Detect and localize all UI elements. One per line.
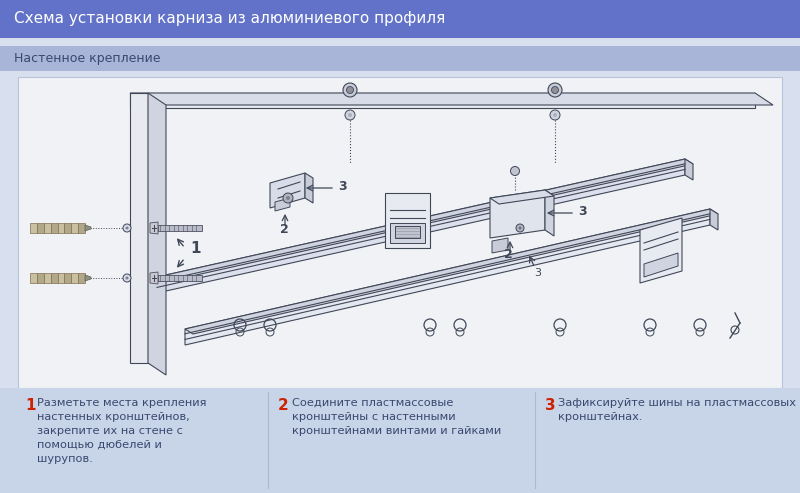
Polygon shape (685, 159, 693, 180)
Polygon shape (78, 223, 85, 233)
Polygon shape (58, 223, 64, 233)
Circle shape (126, 226, 129, 230)
Polygon shape (130, 93, 755, 108)
Polygon shape (37, 273, 44, 283)
Text: 2: 2 (280, 223, 289, 236)
Polygon shape (85, 275, 91, 281)
Polygon shape (30, 273, 37, 283)
Polygon shape (64, 223, 71, 233)
Circle shape (123, 224, 131, 232)
Text: Соедините пластмассовые
кронштейны с настенными
кронштейнами винтами и гайками: Соедините пластмассовые кронштейны с нас… (292, 398, 502, 436)
Circle shape (551, 86, 558, 94)
Text: Схема установки карниза из алюминиевого профиля: Схема установки карниза из алюминиевого … (14, 11, 446, 27)
Polygon shape (185, 209, 718, 334)
Circle shape (286, 196, 290, 200)
Circle shape (516, 224, 524, 232)
Text: Настенное крепление: Настенное крепление (14, 52, 161, 65)
Polygon shape (490, 190, 545, 238)
Circle shape (550, 110, 560, 120)
Text: 3: 3 (578, 205, 586, 218)
Polygon shape (44, 223, 50, 233)
Polygon shape (395, 226, 420, 238)
Circle shape (283, 193, 293, 203)
Polygon shape (492, 238, 508, 253)
Polygon shape (71, 223, 78, 233)
Polygon shape (44, 273, 50, 283)
Circle shape (518, 226, 522, 230)
Polygon shape (58, 273, 64, 283)
Polygon shape (158, 225, 202, 231)
Polygon shape (130, 93, 148, 363)
Circle shape (553, 113, 557, 117)
Polygon shape (71, 273, 78, 283)
Polygon shape (50, 223, 58, 233)
Polygon shape (78, 273, 85, 283)
Circle shape (348, 113, 352, 117)
Polygon shape (50, 273, 58, 283)
Polygon shape (710, 209, 718, 230)
Circle shape (343, 83, 357, 97)
Polygon shape (130, 93, 773, 105)
Polygon shape (150, 222, 158, 234)
Bar (0, 388, 800, 493)
Polygon shape (270, 173, 305, 208)
Text: 3: 3 (545, 398, 556, 413)
Text: 3: 3 (534, 268, 541, 278)
Circle shape (548, 83, 562, 97)
Circle shape (510, 167, 519, 176)
Polygon shape (385, 193, 430, 248)
Text: 2: 2 (278, 398, 289, 413)
Polygon shape (490, 190, 554, 204)
Polygon shape (150, 272, 158, 284)
Text: 3: 3 (338, 180, 346, 193)
Text: Разметьте места крепления
настенных кронштейнов,
закрепите их на стене с
помощью: Разметьте места крепления настенных крон… (37, 398, 206, 464)
Polygon shape (158, 275, 202, 281)
Text: 2: 2 (504, 248, 513, 261)
Text: 1: 1 (190, 241, 201, 256)
Polygon shape (64, 273, 71, 283)
Polygon shape (185, 209, 710, 345)
Polygon shape (275, 198, 290, 211)
Circle shape (123, 274, 131, 282)
Polygon shape (640, 218, 682, 283)
Polygon shape (148, 93, 166, 375)
Circle shape (346, 86, 354, 94)
Polygon shape (305, 173, 313, 203)
Bar (18, 77, 782, 388)
Circle shape (345, 110, 355, 120)
Polygon shape (157, 159, 693, 282)
Polygon shape (37, 223, 44, 233)
Polygon shape (545, 190, 554, 236)
Polygon shape (30, 223, 37, 233)
Polygon shape (390, 223, 425, 243)
Text: 1: 1 (25, 398, 35, 413)
Text: Зафиксируйте шины на пластмассовых
кронштейнах.: Зафиксируйте шины на пластмассовых кронш… (558, 398, 796, 422)
Polygon shape (644, 253, 678, 277)
Circle shape (126, 277, 129, 280)
Polygon shape (85, 225, 91, 231)
Polygon shape (157, 159, 685, 293)
Bar (0, 46, 800, 71)
Bar (0, 0, 800, 38)
